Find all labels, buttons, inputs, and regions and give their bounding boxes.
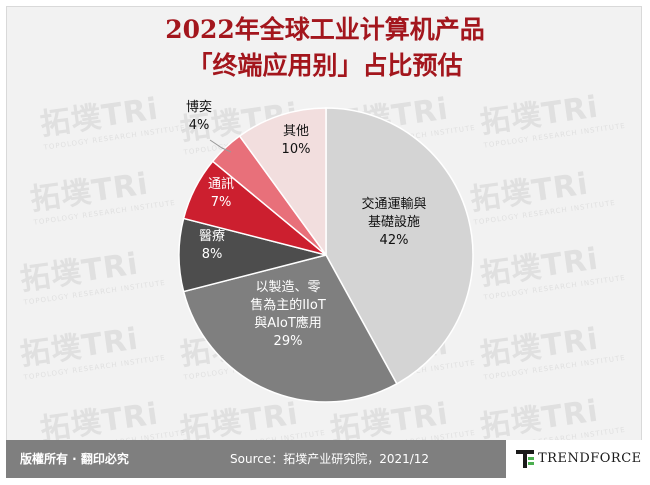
- slice-label-5: 博奕 4%: [186, 99, 212, 133]
- slice-label-line: 其他: [283, 124, 309, 139]
- slice-label-3: 醫療 8%: [199, 229, 225, 262]
- slice-label-line: 7%: [211, 195, 232, 210]
- slice-label-line: 醫療: [199, 229, 225, 244]
- slice-label-line: 10%: [282, 142, 311, 157]
- logo-text: TRENDFORCE: [538, 451, 642, 466]
- slice-label-2: 以製造、零售為主的IIoT 與AIoT應用 29%: [250, 280, 326, 349]
- footer-bar: [176, 440, 506, 478]
- slice-label-line: 交通運輸與: [361, 196, 426, 212]
- slice-label-line: 售為主的IIoT: [250, 297, 326, 313]
- leader-line: [209, 139, 232, 153]
- slice-label-line: 29%: [274, 334, 303, 349]
- footer: 版權所有 · 翻印必究 Source：拓墣产业研究院，2021/12 TREND…: [0, 440, 650, 485]
- slice-label-line: 與AIoT應用: [254, 315, 322, 331]
- pie-slice-6: [238, 107, 327, 258]
- slice-label-line: 以製造、零: [255, 280, 320, 295]
- slice-label-line: 通訊: [208, 177, 234, 192]
- trendforce-mark-icon: [516, 450, 534, 468]
- pie-chart: 交通運輸與基礎設施 42% 以製造、零售為主的IIoT 與AIoT應用 29% 醫療 8% 通…: [178, 99, 474, 403]
- pie-slice-1: [325, 107, 474, 385]
- chart-title-line-1: 2022年全球工业计算机产品: [165, 15, 485, 44]
- pie-slice-2: [182, 254, 398, 403]
- trendforce-logo: TRENDFORCE: [506, 440, 643, 478]
- slice-label-1: 交通運輸與基礎設施 42%: [361, 196, 426, 248]
- slice-label-line: 4%: [189, 118, 210, 133]
- slice-label-line: 基礎設施: [368, 214, 420, 230]
- source-note: Source：拓墣产业研究院，2021/12: [230, 452, 430, 466]
- slice-label-6: 其他 10%: [282, 124, 311, 157]
- slice-label-line: 8%: [202, 247, 223, 262]
- copyright-notice: 版權所有 · 翻印必究: [6, 440, 176, 478]
- slice-label-line: 42%: [380, 233, 409, 248]
- chart-title: 2022年全球工业计算机产品 「终端应用别」占比预估: [0, 12, 650, 84]
- slice-label-line: 博奕: [186, 99, 212, 115]
- slice-label-4: 通訊 7%: [208, 177, 234, 210]
- chart-title-line-2: 「终端应用别」占比预估: [187, 51, 463, 80]
